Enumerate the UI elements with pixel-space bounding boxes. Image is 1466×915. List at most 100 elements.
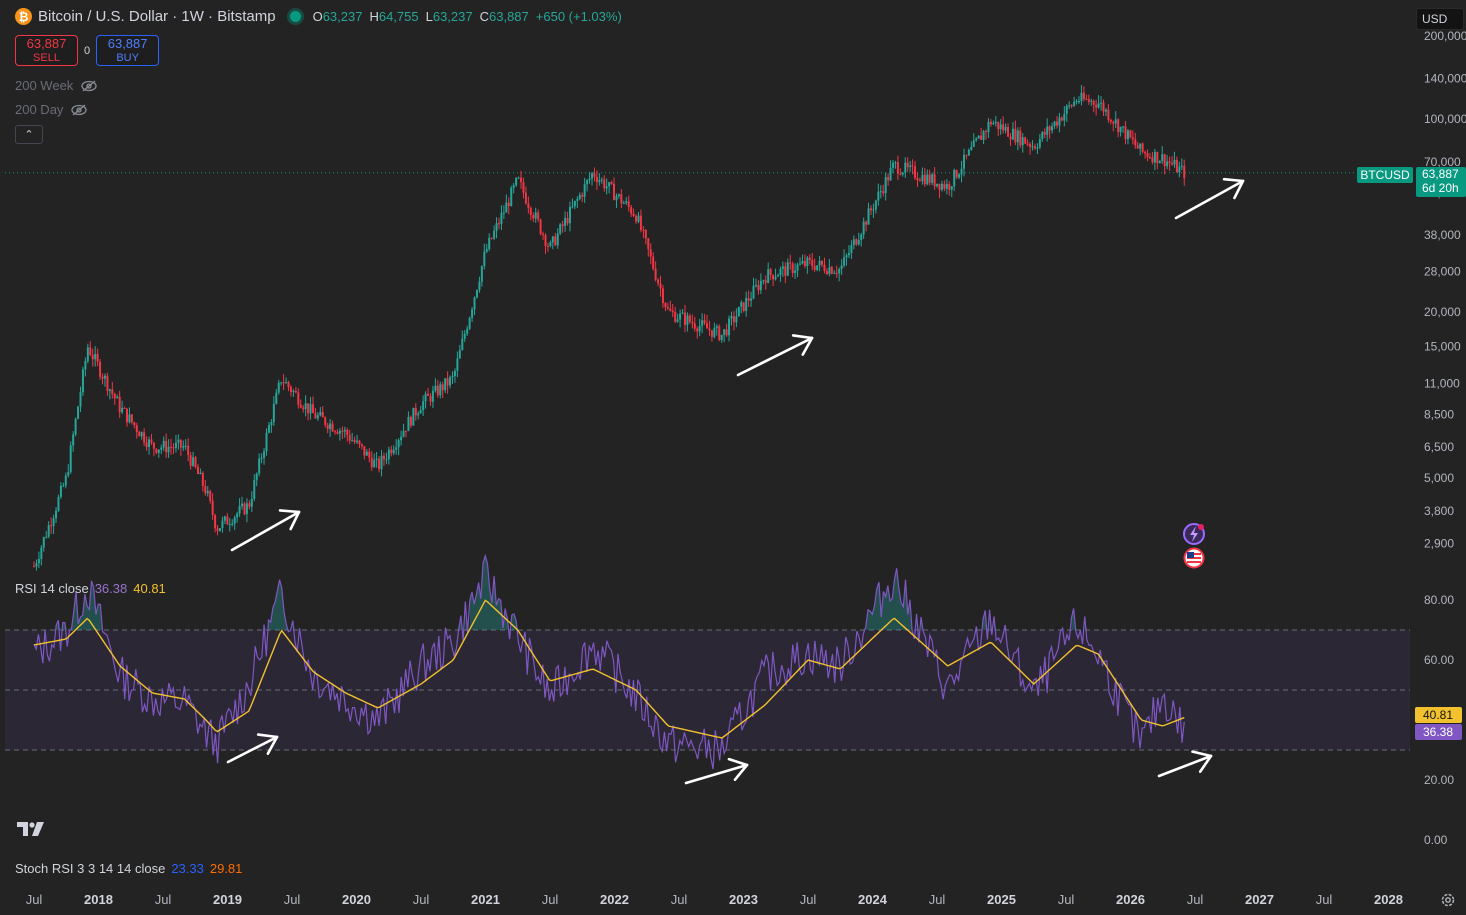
candle-body	[50, 525, 53, 527]
candle-body	[143, 432, 146, 443]
candle-body	[994, 121, 997, 124]
time-axis[interactable]: Jul 2018 Jul 2019 Jul 2020 Jul 2021 Jul 2022 Jul 20…	[26, 892, 1403, 907]
candle-body	[1075, 101, 1078, 103]
ideas-event-icon[interactable]	[1180, 520, 1208, 548]
candle-body	[214, 515, 217, 529]
candle-body	[194, 457, 197, 467]
candle-body	[659, 283, 662, 289]
candle-body	[397, 440, 400, 448]
candle-body	[1161, 154, 1164, 162]
indicator-200-week[interactable]: 200 Week	[15, 78, 97, 93]
candle-body	[302, 407, 305, 409]
candle-body	[1043, 132, 1046, 135]
candle-body	[843, 257, 846, 266]
candle-body	[940, 183, 943, 190]
candle-body	[338, 430, 341, 434]
candle-body	[113, 393, 116, 399]
indicator-200-day[interactable]: 200 Day	[15, 102, 88, 117]
tradingview-logo-icon[interactable]	[17, 820, 49, 838]
candle-body	[184, 445, 187, 447]
candle-body	[855, 239, 858, 245]
candle-body	[583, 184, 586, 197]
eye-hidden-icon[interactable]	[71, 104, 88, 116]
candle-body	[568, 206, 571, 224]
price-axis[interactable]: 200,000140,000100,00070,00054,00038,0002…	[1424, 29, 1466, 551]
rsi-axis[interactable]: 80.00 60.00 20.00 0.00	[1424, 593, 1454, 847]
candle-body	[1112, 121, 1115, 124]
collapse-indicators-button[interactable]: ⌃	[15, 125, 43, 144]
candle-body	[537, 212, 540, 220]
candle-body	[343, 429, 346, 432]
symbol-legend[interactable]: ₿ Bitcoin / U.S. Dollar · 1W · Bitstamp …	[15, 8, 622, 25]
candle-body	[206, 491, 209, 494]
candle-body	[1024, 137, 1027, 144]
candle-body	[882, 191, 885, 194]
candle-body	[928, 174, 931, 183]
candle-body	[1016, 130, 1019, 143]
buy-price: 63,887	[107, 35, 148, 51]
open-value: 63,237	[322, 9, 363, 24]
currency-selector[interactable]: USD	[1416, 8, 1464, 30]
candle-body	[223, 516, 226, 521]
candle-body	[331, 423, 334, 432]
candle-body	[835, 272, 838, 274]
candle-body	[275, 392, 278, 404]
candle-body	[593, 173, 596, 177]
candle-body	[358, 440, 361, 445]
candle-body	[1053, 121, 1056, 127]
candle-body	[828, 267, 831, 274]
sell-button[interactable]: 63,887 SELL	[15, 35, 78, 66]
candle-body	[463, 333, 466, 339]
candle-body	[676, 319, 679, 322]
stoch-rsi-legend[interactable]: Stoch RSI 3 3 14 14 close 23.33 29.81	[15, 861, 242, 876]
candle-body	[155, 448, 158, 453]
open-label: O	[312, 9, 323, 24]
candle-body	[294, 391, 297, 393]
candle-body	[380, 455, 383, 470]
candle-body	[914, 166, 917, 179]
buy-button[interactable]: 63,887 BUY	[96, 35, 160, 66]
candle-body	[696, 328, 699, 332]
candle-body	[943, 183, 946, 189]
candle-body	[382, 455, 385, 460]
us-economic-event-icon[interactable]	[1183, 547, 1205, 569]
candle-body	[576, 199, 579, 201]
candle-body	[395, 447, 398, 450]
candle-body	[566, 217, 569, 224]
candle-body	[160, 447, 163, 450]
rsi-value-badge: 36.38	[1423, 725, 1453, 739]
candle-body	[539, 219, 542, 234]
candle-body	[1129, 130, 1132, 138]
candle-body	[309, 404, 312, 414]
candle-body	[732, 316, 735, 323]
candle-body	[353, 440, 356, 443]
eye-hidden-icon[interactable]	[81, 80, 97, 92]
time-tick-label: Jul	[155, 892, 172, 907]
candle-body	[945, 184, 948, 189]
candle-body	[138, 431, 141, 437]
candle-body	[1014, 128, 1017, 143]
candle-body	[495, 223, 498, 231]
candle-body	[892, 162, 895, 168]
price-tick-label: 28,000	[1424, 265, 1461, 279]
candle-body	[404, 430, 407, 432]
rsi-legend[interactable]: RSI 14 close 36.38 40.81	[15, 581, 166, 596]
gear-icon[interactable]	[1439, 891, 1457, 909]
candle-body	[916, 178, 919, 181]
candle-body	[316, 415, 319, 419]
candle-body	[478, 281, 481, 291]
candle-body	[617, 194, 620, 196]
candle-body	[1114, 119, 1117, 124]
candle-body	[179, 439, 182, 448]
time-tick-label: 2020	[342, 892, 371, 907]
candle-body	[845, 255, 848, 258]
candle-body	[901, 172, 904, 175]
candle-body	[375, 458, 378, 460]
candle-body	[821, 260, 824, 265]
time-tick-label: 2018	[84, 892, 113, 907]
time-tick-label: 2027	[1245, 892, 1274, 907]
candle-body	[1021, 137, 1024, 146]
candle-body	[42, 537, 45, 548]
candle-body	[926, 174, 929, 185]
